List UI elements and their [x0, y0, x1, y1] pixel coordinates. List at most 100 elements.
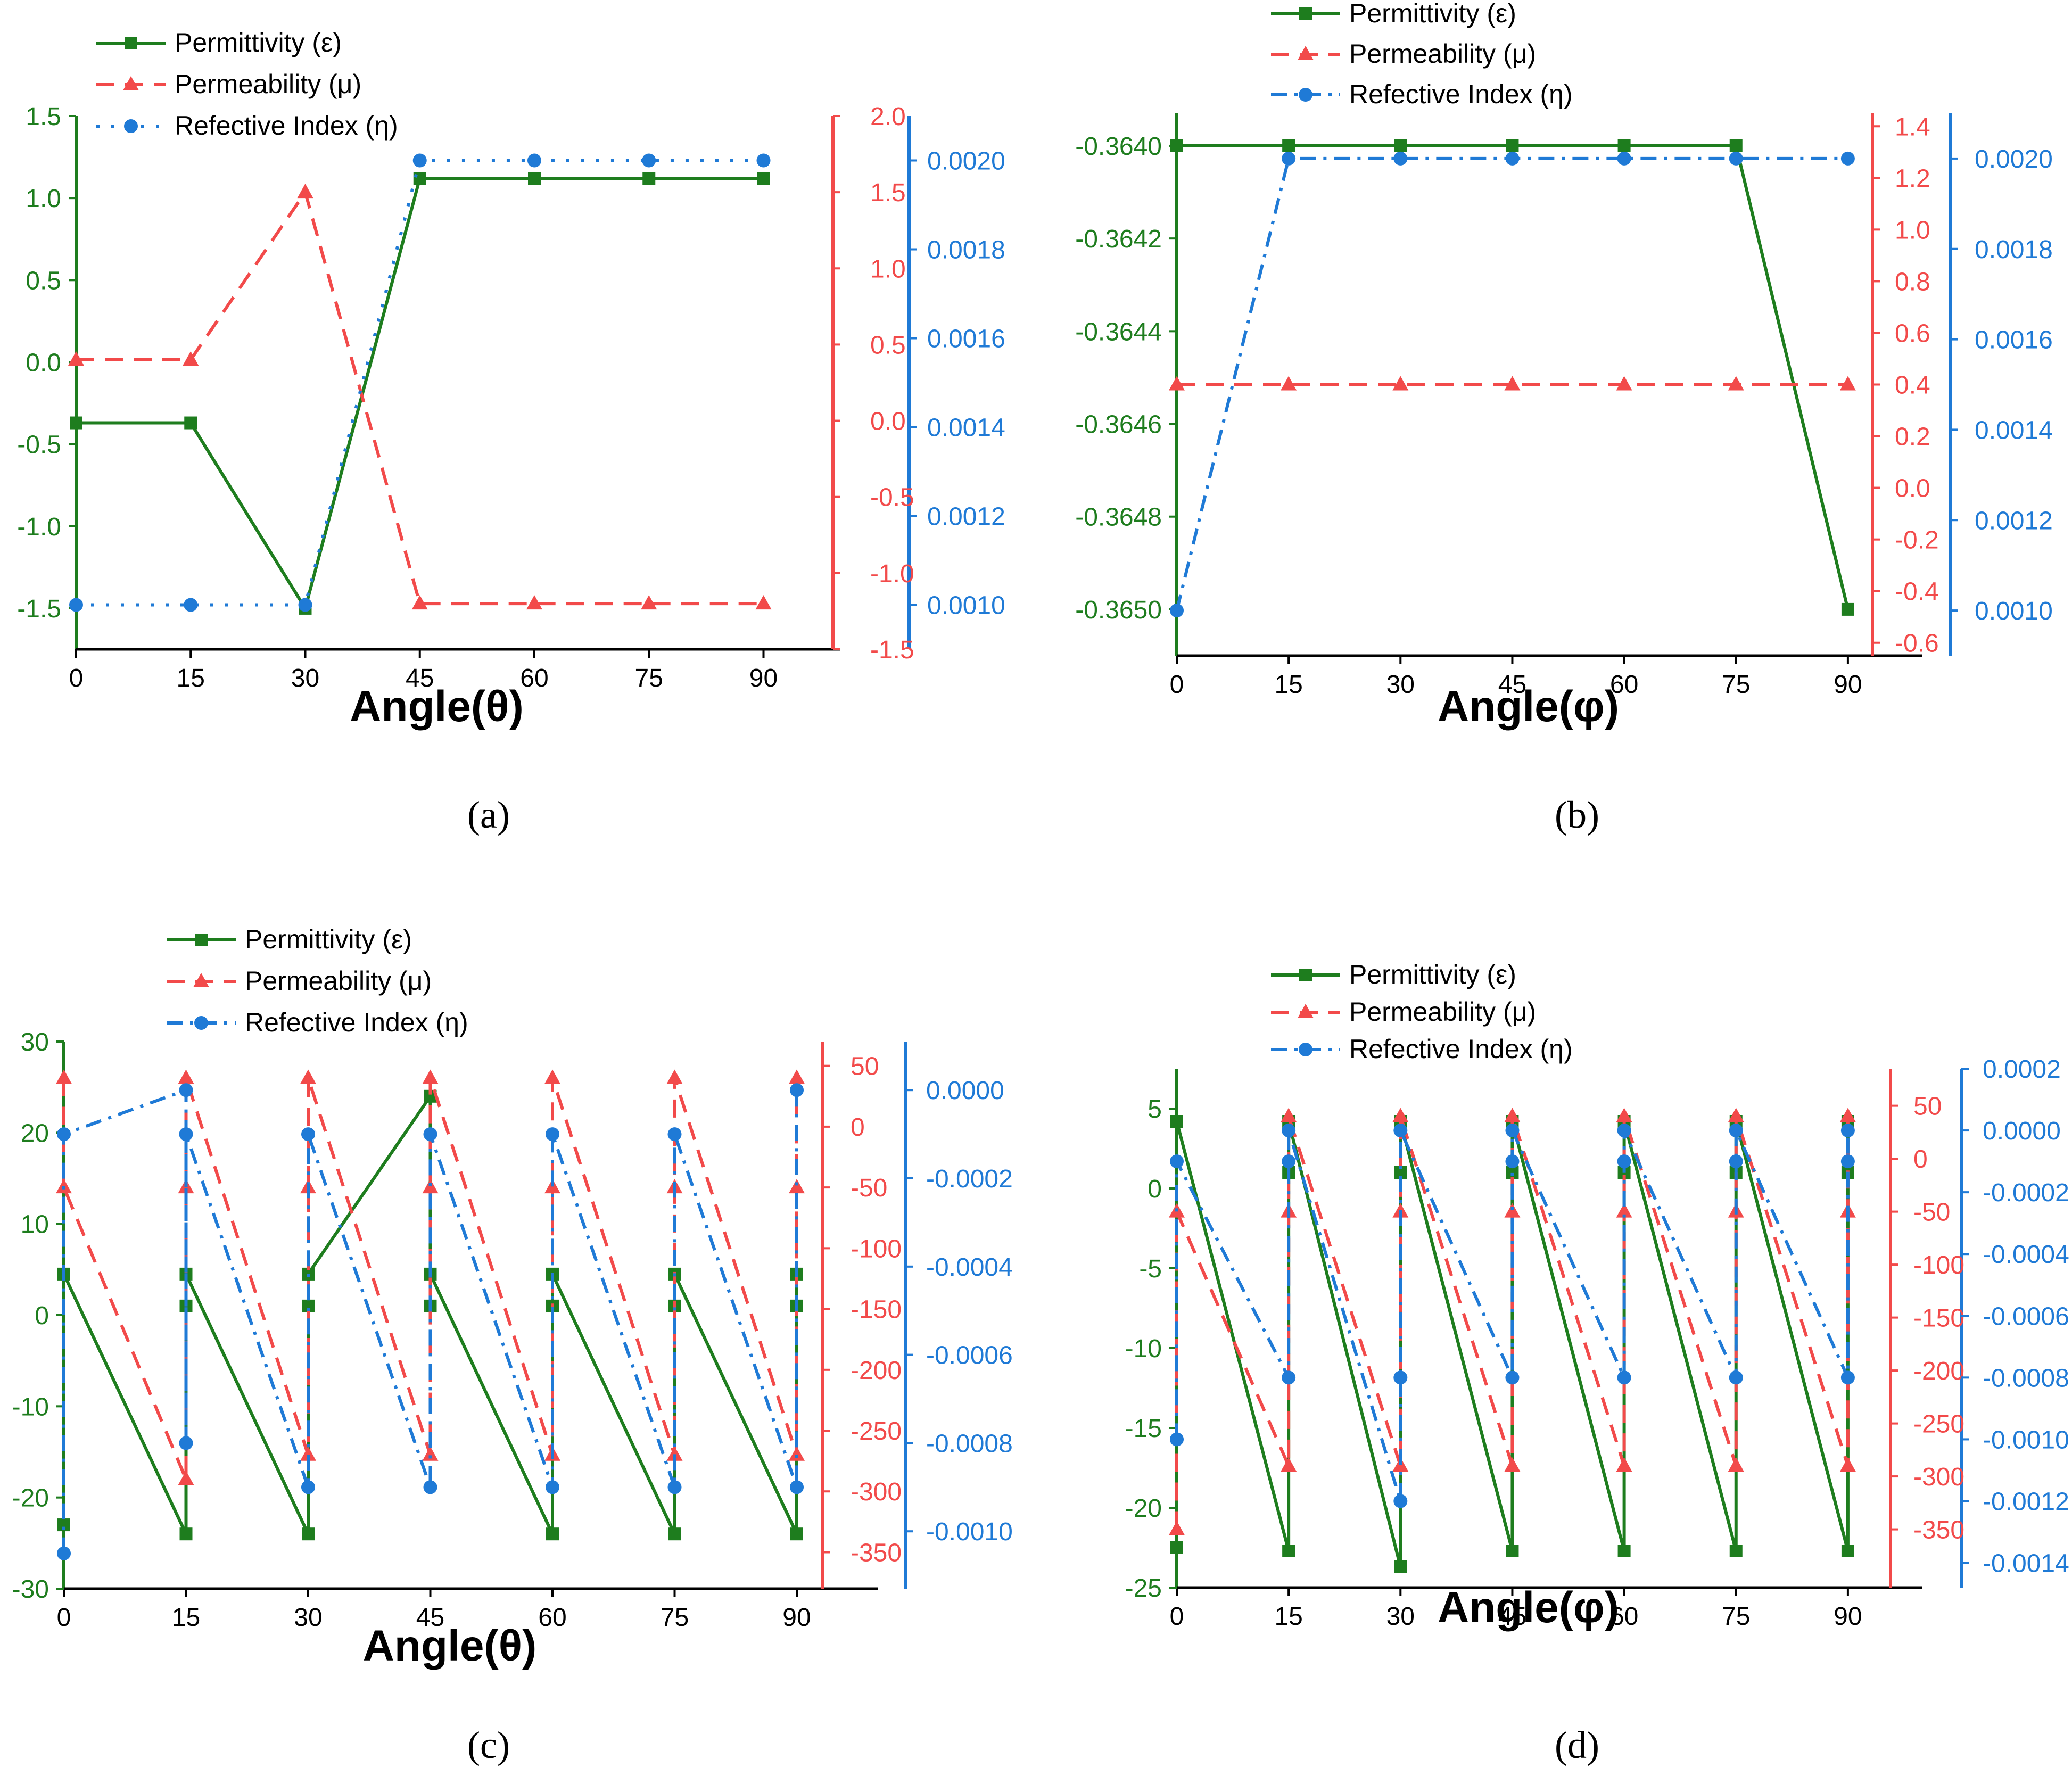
left-tick-label: 0: [1148, 1175, 1162, 1203]
data-point-triangle: [68, 351, 84, 366]
right1-tick-label: 1.5: [870, 179, 906, 207]
data-point-triangle: [789, 1069, 805, 1084]
data-point-triangle: [666, 1446, 683, 1461]
data-point-triangle: [1504, 1203, 1521, 1218]
right1-tick-label: -0.4: [1895, 578, 1939, 606]
data-point-circle: [1393, 151, 1408, 166]
left-tick-label: 0.5: [26, 267, 61, 295]
legend-label: Permeability (μ): [245, 966, 432, 996]
left-tick-label: 30: [21, 1028, 49, 1056]
x-axis-title: Angle(φ): [1438, 1583, 1619, 1632]
x-tick-label: 75: [635, 664, 663, 692]
data-point-triangle: [544, 1069, 560, 1084]
data-point-square: [1729, 139, 1743, 152]
data-point-square: [1170, 139, 1183, 152]
data-point-circle: [1729, 151, 1743, 166]
x-tick-label: 0: [57, 1604, 71, 1632]
data-point-triangle: [300, 1446, 316, 1461]
legend-label: Refective Index (η): [1349, 1034, 1573, 1064]
x-tick-label: 30: [1386, 1603, 1415, 1631]
right1-tick-label: -0.5: [870, 484, 914, 512]
right1-tick-label: -100: [1913, 1251, 1964, 1279]
data-point-circle: [1840, 151, 1855, 166]
right1-tick-label: -200: [1913, 1357, 1964, 1385]
data-point-circle: [1393, 1124, 1408, 1138]
data-point-triangle: [789, 1446, 805, 1461]
legend-marker: [1299, 969, 1312, 981]
legend-label: Refective Index (η): [1349, 79, 1573, 109]
data-point-triangle: [1616, 376, 1632, 391]
data-point-circle: [1617, 1370, 1631, 1385]
right2-tick-label: -0.0010: [926, 1518, 1013, 1546]
x-tick-label: 75: [1722, 671, 1750, 699]
right1-tick-label: 0.8: [1895, 268, 1930, 296]
data-point-triangle: [1281, 1108, 1297, 1122]
data-point-triangle: [56, 1069, 72, 1084]
data-point-circle: [1282, 1124, 1296, 1138]
right2-tick-label: 0.0010: [1975, 597, 2053, 625]
right2-tick-label: 0.0010: [927, 592, 1005, 620]
legend-marker: [195, 934, 208, 946]
right1-tick-label: -300: [851, 1478, 902, 1506]
x-tick-label: 30: [294, 1604, 322, 1632]
data-point-square: [668, 1527, 681, 1541]
left-tick-label: 0.0: [26, 349, 61, 377]
data-point-triangle: [1728, 376, 1744, 391]
legend-label: Permittivity (ε): [1349, 960, 1516, 989]
data-point-triangle: [1839, 1108, 1856, 1122]
data-point-circle: [301, 1127, 315, 1142]
right1-tick-label: 0.2: [1895, 423, 1930, 451]
data-point-triangle: [1392, 1108, 1409, 1122]
left-tick-label: -0.3648: [1075, 503, 1162, 532]
data-point-square: [413, 172, 426, 185]
data-point-circle: [1505, 151, 1520, 166]
data-point-circle: [298, 598, 312, 612]
right1-tick-label: 1.4: [1895, 113, 1930, 141]
data-point-square: [1282, 1545, 1295, 1557]
right2-tick-label: 0.0016: [927, 325, 1005, 353]
right2-tick-label: -0.0004: [1983, 1241, 2069, 1269]
data-point-triangle: [178, 1069, 194, 1084]
data-point-triangle: [789, 1179, 805, 1194]
x-tick-label: 0: [1170, 1603, 1184, 1631]
data-point-circle: [527, 153, 541, 168]
right1-tick-label: -50: [851, 1174, 887, 1202]
right1-tick-label: -200: [851, 1357, 902, 1385]
left-tick-label: -25: [1125, 1574, 1162, 1603]
right1-tick-label: -250: [851, 1417, 902, 1446]
legend-marker: [1299, 7, 1312, 20]
left-tick-label: -20: [1125, 1494, 1162, 1523]
right1-tick-label: 0.4: [1895, 371, 1930, 400]
data-point-square: [757, 172, 770, 185]
legend-marker: [1298, 46, 1314, 60]
data-point-circle: [790, 1083, 804, 1097]
right2-tick-label: 0.0000: [1983, 1117, 2061, 1145]
panel-caption: (d): [1555, 1724, 1599, 1766]
x-tick-label: 45: [1498, 1603, 1526, 1631]
left-tick-label: -1.0: [17, 513, 61, 541]
data-point-triangle: [1281, 376, 1297, 391]
panel-a: 0 15 30 45 60 75 90 1.5 1.0 0.5 0.0 -0.5 -1.0 -1.5 2.0…: [17, 28, 1005, 836]
data-point-triangle: [56, 1179, 72, 1194]
x-tick-label: 45: [406, 664, 434, 692]
right2-tick-label: 0.0014: [1975, 416, 2053, 444]
left-tick-label: -0.3644: [1075, 318, 1162, 346]
left-tick-label: 20: [21, 1119, 49, 1147]
left-tick-label: -30: [12, 1575, 49, 1604]
data-point-triangle: [1504, 376, 1521, 391]
legend-marker: [123, 76, 139, 90]
left-tick-label: -0.3646: [1075, 411, 1162, 439]
data-point-circle: [1393, 1494, 1408, 1508]
data-point-circle: [756, 153, 771, 168]
panel-d: 0 15 30 45 60 75 9050-5-10-15-20-25500-50-100-…: [1125, 960, 2069, 1766]
data-point-square: [1394, 1560, 1407, 1573]
data-point-circle: [423, 1480, 437, 1494]
right1-tick-label: 2.0: [870, 103, 906, 131]
x-tick-label: 75: [1722, 1603, 1750, 1631]
data-point-circle: [546, 1480, 559, 1494]
data-point-circle: [1617, 151, 1631, 166]
data-point-triangle: [1504, 1108, 1521, 1122]
right1-tick-label: -150: [1913, 1304, 1964, 1333]
right2-tick-label: -0.0008: [926, 1430, 1013, 1458]
